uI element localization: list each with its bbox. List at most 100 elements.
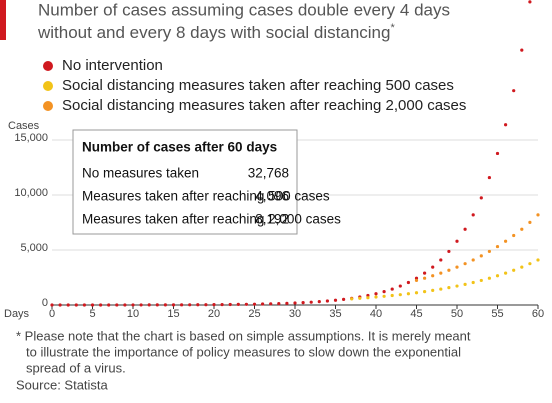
data-point: [447, 286, 451, 290]
dots: [50, 0, 540, 307]
data-point: [163, 303, 167, 307]
data-point: [479, 278, 483, 283]
x-tick-label: 0: [49, 308, 55, 320]
data-point: [463, 227, 467, 231]
x-axis-label: Days: [4, 308, 30, 320]
data-point: [325, 299, 329, 303]
data-point: [58, 303, 62, 307]
legend-label: Social distancing measures taken after r…: [62, 97, 466, 114]
data-point: [317, 300, 321, 304]
data-point: [504, 123, 508, 127]
legend: No intervention Social distancing measure…: [43, 57, 466, 114]
data-point: [50, 303, 54, 307]
data-point: [244, 302, 248, 306]
data-point: [309, 300, 313, 304]
data-point: [471, 280, 475, 285]
data-point: [390, 293, 394, 298]
data-point: [277, 301, 281, 306]
data-point: [455, 265, 459, 269]
data-point: [414, 276, 419, 280]
data-point: [479, 196, 483, 200]
data-point: [115, 303, 119, 307]
legend-swatch: [43, 101, 53, 111]
data-point: [269, 302, 273, 306]
data-point: [487, 175, 491, 180]
inset-row-value: 32,768: [248, 166, 289, 181]
x-tick-label: 10: [127, 308, 139, 320]
data-point: [504, 239, 508, 243]
inset-box: [72, 129, 298, 235]
data-point: [504, 271, 508, 275]
data-point: [139, 303, 143, 307]
inset-title: Number of cases after 60 days: [82, 140, 277, 155]
data-point: [131, 303, 135, 307]
data-point: [455, 284, 459, 288]
x-tick-label: 5: [89, 308, 95, 320]
data-point: [374, 292, 378, 296]
data-point: [350, 297, 354, 301]
data-point: [123, 303, 127, 307]
data-point: [171, 303, 176, 307]
data-point: [82, 303, 86, 307]
inset-row-label: Measures taken after reaching 500 cases: [82, 189, 330, 204]
data-point: [252, 302, 257, 306]
data-point: [406, 280, 410, 285]
x-tick-label: 40: [370, 308, 382, 320]
data-point: [212, 303, 216, 307]
data-point: [99, 303, 103, 307]
x-tick-label: 55: [491, 308, 503, 320]
data-point: [512, 89, 516, 93]
data-point: [512, 268, 516, 272]
data-point: [107, 303, 111, 307]
data-point: [447, 268, 451, 272]
source: Source: Statista: [16, 377, 109, 392]
x-tick-label: 45: [410, 308, 422, 320]
data-point: [423, 271, 427, 275]
inset-row-value: 4,096: [255, 189, 289, 204]
y-tick-label: 5,000: [20, 242, 48, 254]
title-text: without and every 8 days with social dis…: [37, 23, 390, 42]
data-point: [520, 48, 524, 52]
data-point: [536, 258, 540, 262]
data-point: [414, 278, 419, 283]
inset-row-label: No measures taken: [82, 166, 199, 181]
data-point: [333, 298, 338, 302]
data-point: [439, 271, 443, 275]
data-point: [447, 249, 451, 254]
data-point: [414, 291, 419, 295]
data-point: [439, 287, 443, 291]
data-point: [471, 213, 475, 217]
data-point: [398, 284, 402, 288]
legend-swatch: [43, 81, 53, 91]
data-point: [285, 301, 289, 305]
data-point: [520, 227, 524, 231]
data-point: [495, 151, 500, 156]
x-tick-label: 15: [167, 308, 179, 320]
x-tick-label: 25: [248, 308, 260, 320]
y-axis-label: Cases: [8, 120, 40, 132]
data-point: [293, 301, 297, 305]
inset-row-value: 8,192: [255, 212, 289, 227]
data-point: [495, 274, 500, 278]
y-tick-label: 10,000: [14, 187, 48, 199]
data-point: [180, 303, 184, 307]
y-tick-label: 15,000: [14, 132, 48, 144]
data-point: [261, 302, 265, 306]
data-point: [455, 239, 459, 243]
inset-row-label: Measures taken after reaching 2,000 case…: [82, 212, 341, 227]
x-tick-label: 60: [532, 308, 544, 320]
footnote-line: * Please note that the chart is based on…: [16, 328, 471, 343]
data-point: [487, 249, 491, 254]
legend-swatch: [43, 61, 53, 71]
data-point: [431, 288, 435, 292]
data-point: [512, 233, 516, 238]
data-point: [406, 292, 410, 296]
data-point: [366, 296, 370, 300]
data-point: [66, 303, 70, 307]
footnote-line: spread of a virus.: [26, 360, 126, 375]
x-tick-label: 35: [329, 308, 341, 320]
data-point: [528, 262, 532, 266]
accent-bar: [0, 0, 6, 40]
data-point: [528, 220, 532, 224]
legend-label: No intervention: [62, 57, 163, 74]
